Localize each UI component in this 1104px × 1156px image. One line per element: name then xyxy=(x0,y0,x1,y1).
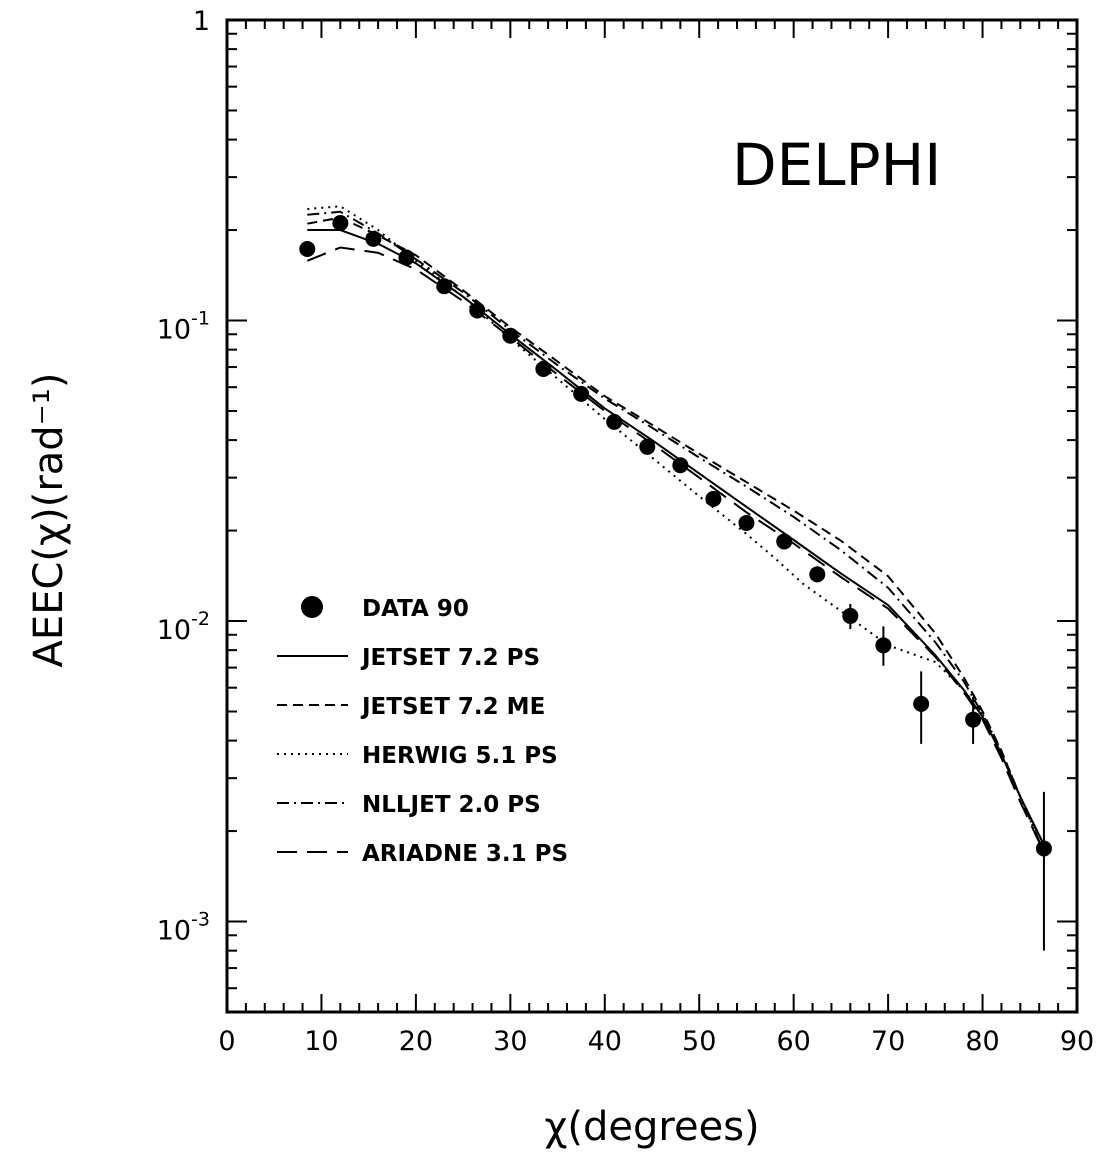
x-tick-label: 80 xyxy=(965,1026,999,1057)
data-point xyxy=(809,566,826,583)
x-tick-label: 50 xyxy=(682,1026,716,1057)
x-tick-label: 60 xyxy=(776,1026,810,1057)
x-tick-label: 40 xyxy=(588,1026,622,1057)
series-line-jetset-7-2-me xyxy=(307,216,1045,846)
y-tick-labels: 1 10-1 10-2 10-3 xyxy=(157,6,210,947)
data-point xyxy=(639,438,656,455)
data-point xyxy=(535,360,552,377)
data-point xyxy=(776,533,793,550)
y-tick-label: 10-3 xyxy=(157,909,210,947)
x-tick-labels: 0 10 20 30 40 50 60 70 80 90 xyxy=(218,1026,1094,1057)
data-point xyxy=(502,327,519,344)
data-point xyxy=(1035,840,1052,857)
y-tick-label: 10-2 xyxy=(157,608,210,646)
data-point xyxy=(573,385,590,402)
series-line-nlljet-2-0-ps xyxy=(307,210,1045,853)
x-axis-title: χ(degrees) xyxy=(544,1104,759,1150)
x-tick-label: 90 xyxy=(1060,1026,1094,1057)
annotation-delphi: DELPHI xyxy=(732,131,941,199)
data-point xyxy=(705,490,722,507)
legend-label: JETSET 7.2 ME xyxy=(360,694,545,720)
data-point xyxy=(738,514,755,531)
legend: DATA 90 JETSET 7.2 PS JETSET 7.2 ME HERWIG … xyxy=(277,596,568,867)
data-point xyxy=(398,249,415,266)
data-point xyxy=(875,637,892,654)
data-point xyxy=(332,215,349,232)
y-tick-label: 1 xyxy=(193,6,210,37)
data-point xyxy=(606,413,623,430)
x-tick-label: 30 xyxy=(493,1026,527,1057)
legend-label: DATA 90 xyxy=(362,596,469,622)
series-line-jetset-7-2-ps xyxy=(307,229,1045,846)
data-point xyxy=(965,711,982,728)
data-point xyxy=(436,278,453,295)
x-tick-label: 0 xyxy=(218,1026,235,1057)
series-line-ariadne-3-1-ps xyxy=(306,246,1045,853)
x-tick-label: 70 xyxy=(871,1026,905,1057)
series-lines xyxy=(306,205,1045,853)
legend-label: ARIADNE 3.1 PS xyxy=(362,841,568,867)
data-points xyxy=(299,215,1052,951)
data-point xyxy=(672,457,689,474)
y-axis-title: AEEC(χ)(rad⁻¹) xyxy=(26,373,72,668)
plot-frame xyxy=(225,18,1079,1014)
x-tick-label: 20 xyxy=(399,1026,433,1057)
data-point xyxy=(365,230,382,247)
data-point xyxy=(913,695,930,712)
data-point xyxy=(469,302,486,319)
legend-label: JETSET 7.2 PS xyxy=(360,645,540,671)
legend-marker-data xyxy=(301,596,323,618)
y-tick-label: 10-1 xyxy=(157,308,210,346)
x-tick-label: 10 xyxy=(304,1026,338,1057)
axis-ticks xyxy=(226,19,1078,1013)
legend-label: HERWIG 5.1 PS xyxy=(362,743,558,769)
data-point xyxy=(842,607,859,624)
data-point xyxy=(299,240,316,257)
legend-label: NLLJET 2.0 PS xyxy=(362,792,541,818)
